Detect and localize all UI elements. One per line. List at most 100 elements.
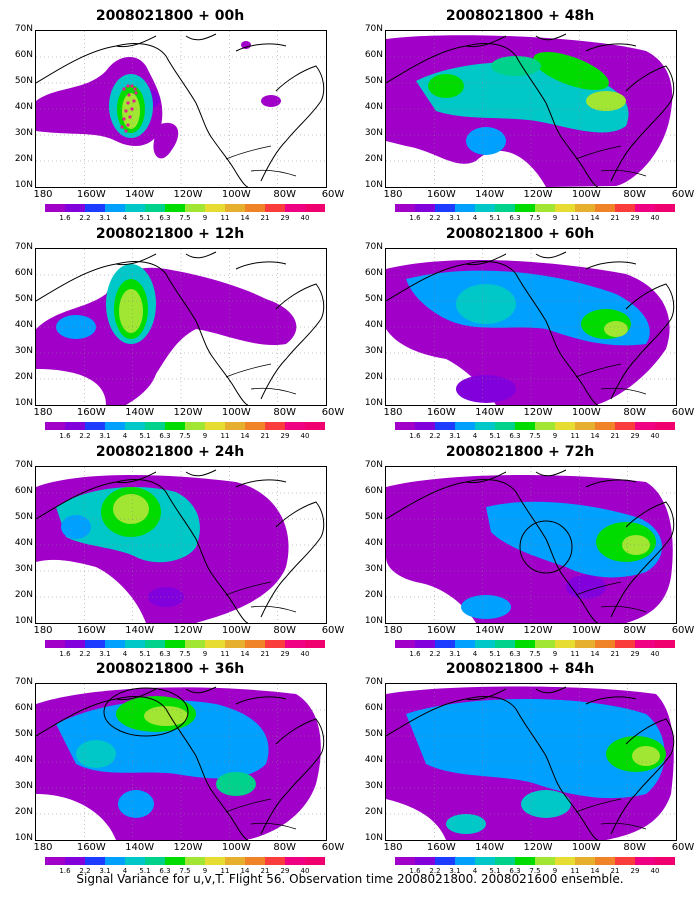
colorbar-label: 2.2 bbox=[429, 432, 441, 440]
colorbar-label: 21 bbox=[260, 867, 270, 875]
colorbar-swatch bbox=[535, 857, 555, 865]
latitude-label: 40N bbox=[364, 320, 383, 330]
forecast-panel: 2008021800 + 12h 70N 60N 50N 40N 30N 20N 10N 180… bbox=[5, 226, 345, 441]
colorbar-swatch bbox=[245, 422, 265, 430]
colorbar-label: 21 bbox=[260, 650, 270, 658]
colorbar-label: 14 bbox=[590, 432, 600, 440]
latitude-label: 30N bbox=[14, 128, 33, 138]
colorbar bbox=[395, 857, 675, 865]
colorbar-swatch bbox=[435, 640, 455, 648]
colorbar-label: 1.6 bbox=[59, 432, 71, 440]
variance-map bbox=[35, 683, 327, 841]
colorbar-swatch bbox=[85, 857, 105, 865]
colorbar-swatch bbox=[575, 422, 595, 430]
colorbar-swatch bbox=[415, 640, 435, 648]
latitude-label: 20N bbox=[364, 590, 383, 600]
panel-title: 2008021800 + 00h bbox=[95, 8, 245, 24]
colorbar-swatch bbox=[635, 422, 655, 430]
longitude-label: 100W bbox=[221, 189, 251, 200]
longitude-label: 80W bbox=[623, 842, 646, 853]
colorbar-swatch bbox=[655, 422, 675, 430]
colorbar-swatch bbox=[185, 422, 205, 430]
colorbar-label: 11 bbox=[220, 650, 230, 658]
latitude-label: 30N bbox=[364, 564, 383, 574]
forecast-panel: 2008021800 + 00h 70N 60N 50N 40N 30N 20N 10N 180… bbox=[5, 8, 345, 223]
colorbar-swatch bbox=[185, 640, 205, 648]
latitude-label: 70N bbox=[364, 24, 383, 34]
longitude-label: 60W bbox=[671, 625, 695, 636]
longitude-label: 160W bbox=[76, 842, 106, 853]
colorbar-label: 9 bbox=[552, 214, 558, 222]
colorbar-label: 11 bbox=[570, 214, 580, 222]
colorbar-label: 5.1 bbox=[489, 214, 501, 222]
colorbar-swatch bbox=[575, 204, 595, 212]
variance-map bbox=[35, 466, 327, 624]
colorbar-swatch bbox=[305, 640, 325, 648]
colorbar-label: 14 bbox=[590, 650, 600, 658]
colorbar-label: 4 bbox=[122, 432, 128, 440]
colorbar-swatch bbox=[45, 204, 65, 212]
colorbar-label: 2.2 bbox=[79, 867, 91, 875]
longitude-label: 120W bbox=[523, 842, 553, 853]
colorbar-swatch bbox=[205, 857, 225, 865]
colorbar-label: 3.1 bbox=[449, 432, 461, 440]
latitude-label: 20N bbox=[364, 154, 383, 164]
colorbar-label: 3.1 bbox=[99, 432, 111, 440]
colorbar-label: 9 bbox=[202, 214, 208, 222]
colorbar-label: 4 bbox=[472, 867, 478, 875]
longitude-label: 80W bbox=[273, 189, 296, 200]
colorbar-label: 5.1 bbox=[139, 432, 151, 440]
longitude-label: 140W bbox=[125, 407, 155, 418]
colorbar-label: 6.3 bbox=[159, 867, 171, 875]
colorbar-label: 14 bbox=[240, 650, 250, 658]
colorbar-label: 7.5 bbox=[179, 650, 191, 658]
colorbar-swatch bbox=[285, 640, 305, 648]
colorbar bbox=[45, 640, 325, 648]
colorbar-label: 29 bbox=[630, 650, 640, 658]
longitude-label: 120W bbox=[173, 189, 203, 200]
longitude-label: 160W bbox=[76, 625, 106, 636]
colorbar-label: 11 bbox=[220, 432, 230, 440]
colorbar-swatch bbox=[615, 640, 635, 648]
longitude-label: 180 bbox=[383, 842, 403, 853]
colorbar-swatch bbox=[595, 857, 615, 865]
longitude-label: 140W bbox=[475, 407, 505, 418]
latitude-label: 40N bbox=[364, 102, 383, 112]
colorbar-label: 40 bbox=[650, 214, 660, 222]
colorbar-swatch bbox=[145, 640, 165, 648]
variance-map bbox=[385, 248, 677, 406]
colorbar-swatch bbox=[225, 204, 245, 212]
colorbar-label: 2.2 bbox=[429, 214, 441, 222]
latitude-label: 50N bbox=[14, 294, 33, 304]
longitude-label: 160W bbox=[426, 625, 456, 636]
colorbar-swatch bbox=[245, 857, 265, 865]
latitude-label: 60N bbox=[14, 50, 33, 60]
colorbar-label: 6.3 bbox=[159, 214, 171, 222]
longitude-label: 60W bbox=[321, 189, 345, 200]
panel-title: 2008021800 + 36h bbox=[95, 661, 245, 677]
colorbar-label: 40 bbox=[300, 867, 310, 875]
colorbar-swatch bbox=[475, 857, 495, 865]
colorbar-swatch bbox=[245, 204, 265, 212]
latitude-label: 20N bbox=[14, 154, 33, 164]
forecast-panel: 2008021800 + 24h 70N 60N 50N 40N 30N 20N 10N 180… bbox=[5, 444, 345, 659]
colorbar-swatch bbox=[285, 204, 305, 212]
colorbar-swatch bbox=[265, 204, 285, 212]
map-canvas bbox=[36, 467, 326, 623]
latitude-label: 70N bbox=[364, 242, 383, 252]
colorbar-label: 14 bbox=[240, 867, 250, 875]
colorbar-label: 29 bbox=[280, 650, 290, 658]
colorbar bbox=[45, 422, 325, 430]
forecast-panel: 2008021800 + 84h 70N 60N 50N 40N 30N 20N 10N 180… bbox=[355, 661, 695, 876]
colorbar-swatch bbox=[45, 640, 65, 648]
colorbar-label: 29 bbox=[280, 214, 290, 222]
colorbar-label: 40 bbox=[650, 867, 660, 875]
longitude-label: 80W bbox=[273, 625, 296, 636]
colorbar-swatch bbox=[45, 857, 65, 865]
colorbar-swatch bbox=[185, 857, 205, 865]
latitude-label: 70N bbox=[14, 242, 33, 252]
colorbar-swatch bbox=[555, 204, 575, 212]
colorbar-label: 21 bbox=[610, 432, 620, 440]
latitude-label: 30N bbox=[14, 781, 33, 791]
colorbar-label: 5.1 bbox=[139, 214, 151, 222]
